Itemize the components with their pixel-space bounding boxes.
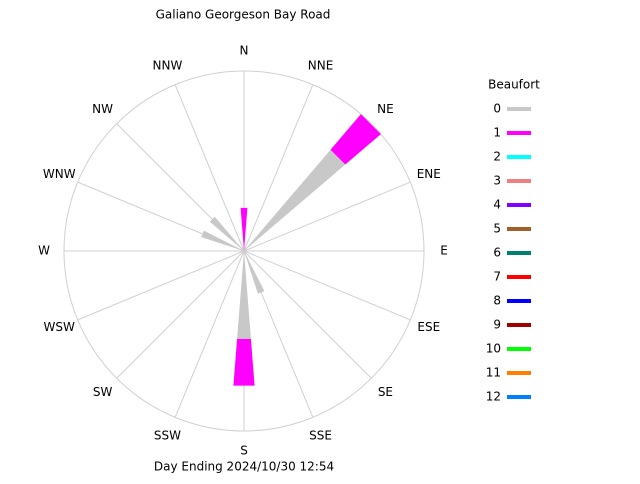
wind-segment bbox=[237, 251, 251, 339]
legend-label: 11 bbox=[486, 366, 501, 380]
spoke bbox=[174, 84, 245, 252]
legend-label: 3 bbox=[493, 174, 501, 188]
legend-title: Beaufort bbox=[488, 78, 540, 92]
chart-title: Galiano Georgeson Bay Road bbox=[156, 8, 331, 22]
legend-label: 6 bbox=[493, 246, 501, 260]
direction-label: NE bbox=[377, 102, 394, 116]
spoke bbox=[243, 84, 314, 252]
legend-label: 7 bbox=[493, 270, 501, 284]
direction-label: WNW bbox=[43, 167, 76, 181]
direction-label: SSW bbox=[154, 428, 181, 442]
legend-label: 8 bbox=[493, 294, 501, 308]
direction-label: ESE bbox=[417, 320, 440, 334]
wind-segment bbox=[244, 149, 346, 251]
direction-label: SE bbox=[378, 385, 393, 399]
legend-label: 2 bbox=[493, 150, 501, 164]
spoke bbox=[174, 250, 245, 418]
direction-label: WSW bbox=[44, 320, 75, 334]
wind-segment bbox=[233, 338, 255, 386]
wind-segment bbox=[209, 216, 244, 251]
legend-label: 4 bbox=[493, 198, 501, 212]
direction-label: NW bbox=[92, 102, 113, 116]
direction-label: NNE bbox=[308, 59, 334, 73]
spoke bbox=[243, 250, 411, 321]
spoke bbox=[77, 250, 245, 321]
legend-label: 0 bbox=[493, 102, 501, 116]
direction-label: E bbox=[440, 244, 448, 258]
wind-segment bbox=[244, 251, 265, 294]
spoke bbox=[243, 250, 372, 379]
legend-label: 10 bbox=[486, 342, 501, 356]
legend-label: 12 bbox=[486, 390, 501, 404]
wind-segment bbox=[330, 114, 381, 165]
wind-segment bbox=[201, 230, 244, 251]
spoke bbox=[243, 181, 411, 252]
spoke bbox=[116, 250, 245, 379]
legend-label: 9 bbox=[493, 318, 501, 332]
legend-label: 1 bbox=[493, 126, 501, 140]
direction-label: SSE bbox=[309, 428, 332, 442]
direction-label: ENE bbox=[417, 167, 441, 181]
chart-footer: Day Ending 2024/10/30 12:54 bbox=[154, 460, 334, 474]
direction-label: NNW bbox=[153, 59, 183, 73]
direction-label: SW bbox=[93, 385, 113, 399]
wind-segment bbox=[240, 207, 248, 251]
direction-label: W bbox=[38, 244, 50, 258]
legend-label: 5 bbox=[493, 222, 501, 236]
direction-label: S bbox=[240, 444, 248, 458]
direction-label: N bbox=[240, 44, 249, 58]
